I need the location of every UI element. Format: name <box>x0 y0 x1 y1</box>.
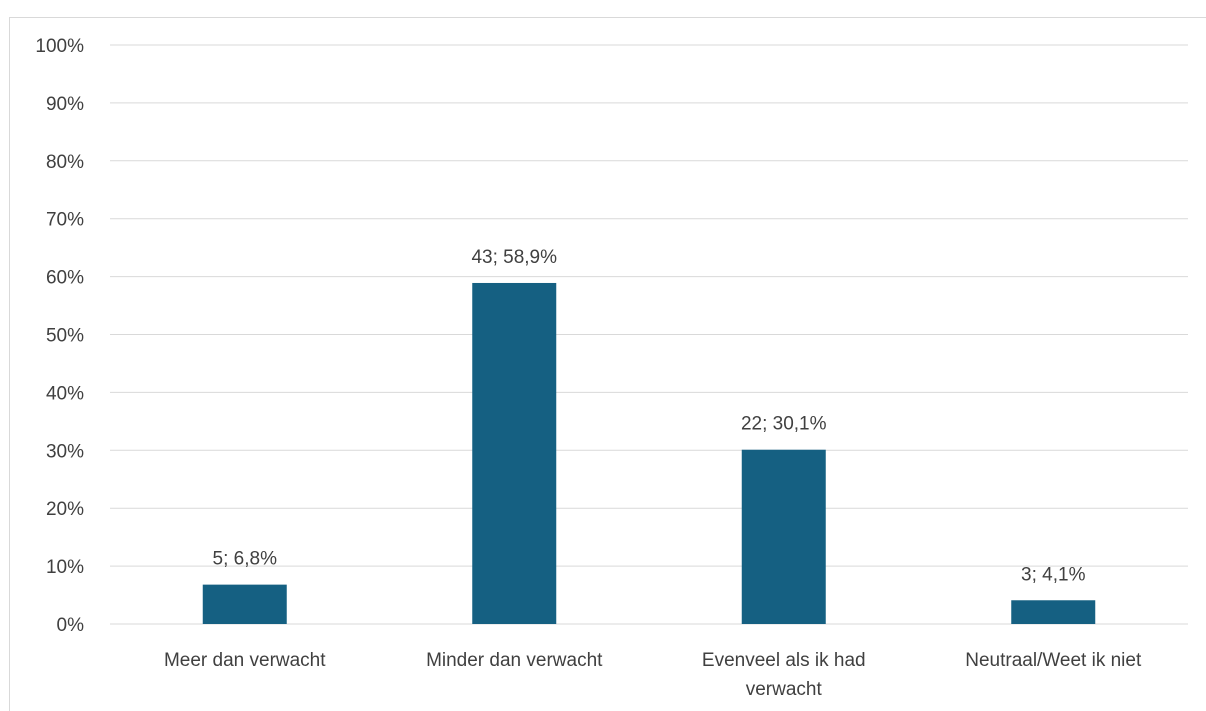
y-tick-label: 0% <box>57 615 85 636</box>
data-label: 5; 6,8% <box>213 549 278 570</box>
data-label: 43; 58,9% <box>471 247 557 268</box>
gridlines <box>110 44 1188 625</box>
y-tick-label: 80% <box>46 152 84 173</box>
y-tick-label: 100% <box>35 36 84 57</box>
bar <box>741 449 826 624</box>
bars <box>202 282 1096 624</box>
y-tick-label: 90% <box>46 94 84 115</box>
data-label: 22; 30,1% <box>741 414 827 435</box>
data-label: 3; 4,1% <box>1021 564 1086 585</box>
category-label: verwacht <box>746 679 823 700</box>
y-tick-label: 60% <box>46 268 84 289</box>
category-label: Meer dan verwacht <box>164 650 326 671</box>
category-label: Evenveel als ik had <box>702 650 866 671</box>
category-labels: Meer dan verwacht Minder dan verwacht Even… <box>164 650 1142 700</box>
bar <box>1011 600 1096 624</box>
data-labels: 5; 6,8% 43; 58,9% 22; 30,1% 3; 4,1% <box>213 247 1086 585</box>
y-tick-label: 40% <box>46 383 84 404</box>
bar <box>202 584 287 624</box>
category-label: Neutraal/Weet ik niet <box>965 650 1142 671</box>
y-tick-label: 20% <box>46 499 84 520</box>
category-label: Minder dan verwacht <box>426 650 603 671</box>
y-tick-label: 10% <box>46 557 84 578</box>
y-tick-label: 70% <box>46 210 84 231</box>
y-tick-label: 30% <box>46 441 84 462</box>
chart-frame <box>9 17 1206 711</box>
y-axis-ticks: 0% 10% 20% 30% 40% 50% 60% 70% 80% 90% 100% <box>35 36 84 636</box>
y-tick-label: 50% <box>46 326 84 347</box>
bar <box>472 282 557 624</box>
